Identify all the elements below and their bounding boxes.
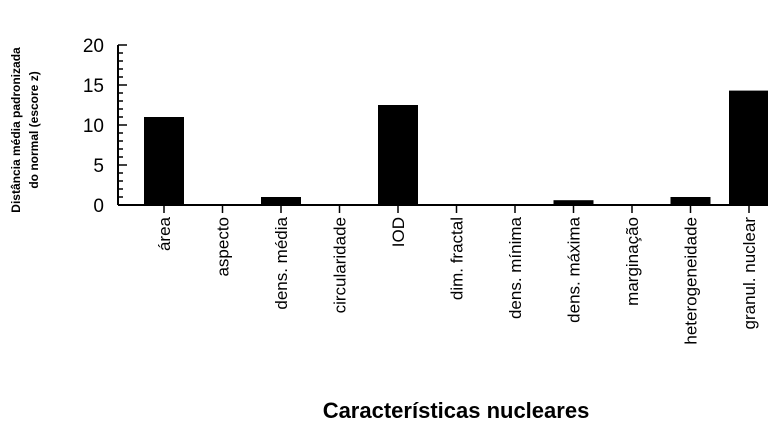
x-tick-label: área (155, 216, 174, 251)
y-axis-label-line1: Distância média padronizada (9, 47, 23, 213)
y-tick-label: 20 (83, 36, 104, 57)
x-tick-label: heterogeneidade (682, 217, 701, 345)
x-tick-label: circularidade (331, 217, 350, 313)
bar (553, 200, 594, 205)
x-tick-label: IOD (389, 217, 408, 247)
x-tick-label: marginação (623, 217, 642, 306)
x-tick-label: granul. nuclear (740, 217, 759, 330)
bar (144, 117, 184, 205)
bar (670, 197, 711, 205)
x-tick-label: dens. máxima (565, 216, 584, 322)
x-tick-label: dim. fractal (448, 217, 467, 300)
x-tick-labels: área aspecto dens. média circularidade IOD di… (155, 216, 759, 344)
x-tick-label: dens. média (272, 216, 291, 309)
x-tick-label: aspecto (214, 217, 233, 277)
bar (729, 90, 768, 205)
bars (144, 90, 768, 205)
bar (378, 105, 418, 205)
y-tick-label: 10 (83, 116, 104, 137)
x-tick-label: dens. mínima (506, 216, 525, 319)
bar (261, 197, 301, 205)
y-tick-label: 5 (93, 156, 104, 177)
x-axis-label: Características nucleares (323, 398, 590, 423)
y-axis-label-line2: do normal (escore z) (27, 71, 41, 188)
y-tick-label: 15 (83, 76, 104, 97)
y-tick-label: 0 (93, 196, 104, 217)
x-axis (118, 204, 768, 213)
y-axis: 0 5 10 15 20 (83, 36, 127, 217)
